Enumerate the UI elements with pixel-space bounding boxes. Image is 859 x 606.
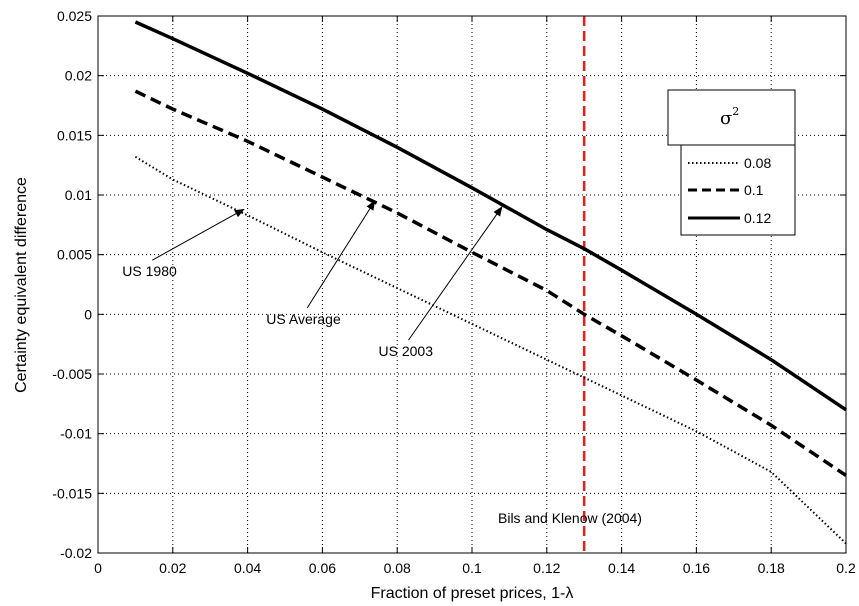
y-tick-label: 0.01 [65,187,92,203]
y-tick-label: 0 [84,306,92,322]
legend-title: σ2 [720,105,739,129]
y-tick-label: 0.025 [57,8,92,24]
x-tick-label: 0.12 [533,560,560,576]
grid [98,16,846,553]
x-tick-label: 0.18 [758,560,785,576]
annotation-group: US 1980 US Average US 2003 [122,200,503,359]
y-tick-label: -0.01 [60,426,92,442]
annotation-label: US 2003 [379,343,434,359]
series-line-0.12 [134,20,847,412]
y-axis-label: Certainty equivalent difference [13,177,30,393]
x-tick-label: 0.04 [234,560,261,576]
x-tick-label: 0.06 [309,560,336,576]
annotation-label: US 1980 [122,263,177,279]
x-tick-label: 0.02 [159,560,186,576]
legend-title-superscript: 2 [732,105,739,118]
y-tick-label: 0.015 [57,127,92,143]
vline-label: Bils and Klenow (2004) [498,510,642,526]
series-line-0.1 [134,89,847,477]
x-tick-label: 0 [94,560,102,576]
annotation-arrow [306,200,376,309]
legend-label-0.1: 0.1 [744,182,764,198]
x-tick-label: 0.14 [608,560,635,576]
annotation-arrow [152,208,245,261]
tick-group: 0 0.02 0.04 0.06 0.08 0.1 0.12 0.14 0.16 0.18 0.2-… [52,8,856,576]
x-tick-label: 0.08 [384,560,411,576]
annotation-arrow [408,206,503,341]
y-tick-label: -0.015 [52,485,92,501]
y-tick-label: -0.02 [60,545,92,561]
x-tick-label: 0.2 [836,560,856,576]
y-tick-label: 0.005 [57,247,92,263]
y-tick-label: 0.02 [65,68,92,84]
y-tick-label: -0.005 [52,366,92,382]
annotation-label: US Average [266,311,341,327]
legend-label-0.08: 0.08 [744,155,771,171]
x-tick-label: 0.1 [462,560,482,576]
x-tick-label: 0.16 [683,560,710,576]
legend-title-box [667,89,796,146]
legend: σ2 0.08 0.1 0.12 [667,89,796,236]
legend-label-0.12: 0.12 [744,210,771,226]
x-axis-label: Fraction of preset prices, 1-λ [371,585,574,602]
